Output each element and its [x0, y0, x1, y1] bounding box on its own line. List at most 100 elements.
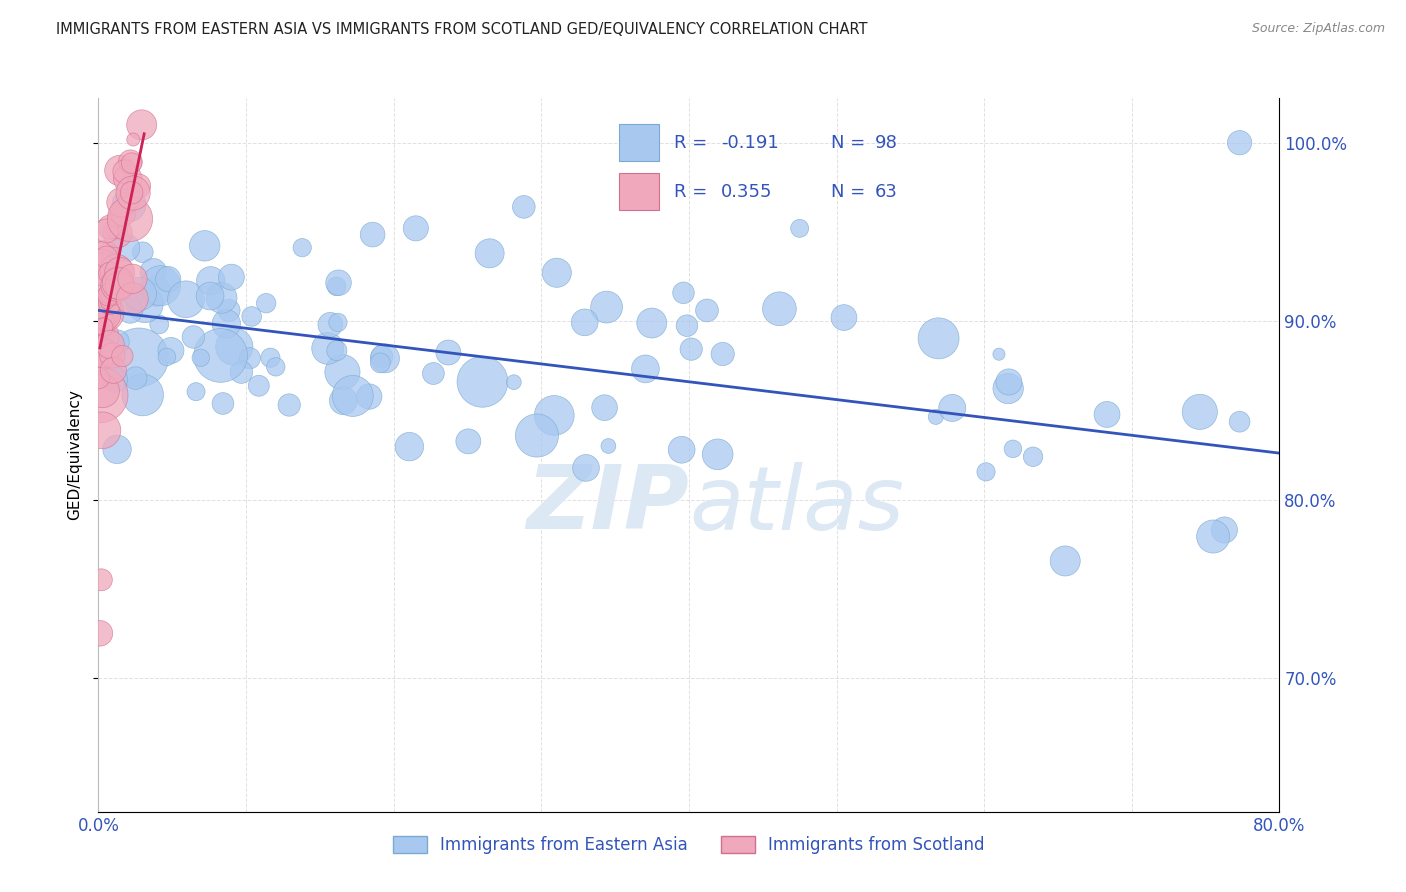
Point	[110, 195, 132, 210]
FancyBboxPatch shape	[619, 124, 659, 161]
Text: R =: R =	[673, 134, 713, 152]
Point	[471, 375, 494, 389]
Point	[1054, 554, 1077, 568]
Point	[124, 371, 146, 385]
Point	[91, 346, 114, 360]
Point	[149, 278, 172, 293]
Point	[90, 292, 112, 306]
Text: N =: N =	[831, 134, 870, 152]
Point	[108, 163, 131, 178]
Point	[108, 278, 131, 293]
Point	[91, 329, 114, 343]
Point	[160, 343, 183, 358]
Point	[105, 211, 128, 226]
Point	[696, 303, 718, 318]
Point	[974, 465, 997, 479]
Point	[768, 301, 790, 316]
Point	[98, 296, 121, 310]
Point	[374, 351, 396, 366]
Point	[174, 293, 197, 307]
Point	[325, 279, 347, 293]
Point	[575, 461, 598, 475]
Point	[328, 276, 350, 290]
Point	[291, 241, 314, 255]
Point	[90, 304, 112, 318]
Point	[457, 434, 479, 449]
FancyBboxPatch shape	[619, 173, 659, 211]
Point	[89, 279, 111, 293]
Point	[598, 439, 620, 453]
Point	[128, 286, 150, 301]
Point	[988, 347, 1011, 361]
Point	[118, 197, 141, 211]
Point	[1001, 442, 1024, 456]
Point	[157, 272, 180, 286]
Point	[997, 382, 1019, 396]
Point	[101, 349, 124, 363]
Point	[928, 331, 950, 345]
Point	[198, 289, 221, 303]
Point	[676, 318, 699, 333]
Point	[90, 573, 112, 587]
Point	[107, 224, 129, 238]
Point	[98, 337, 121, 351]
Point	[90, 256, 112, 270]
Point	[91, 323, 114, 337]
Point	[103, 289, 125, 303]
Point	[148, 318, 170, 332]
Point	[247, 378, 270, 392]
Point	[87, 371, 110, 385]
Point	[513, 200, 536, 214]
Point	[94, 308, 117, 322]
Point	[593, 401, 616, 415]
Point	[316, 342, 339, 356]
Text: Source: ZipAtlas.com: Source: ZipAtlas.com	[1251, 22, 1385, 36]
Text: ZIP: ZIP	[526, 461, 689, 549]
Point	[96, 250, 118, 264]
Point	[107, 226, 129, 240]
Point	[332, 393, 354, 408]
Point	[91, 423, 114, 437]
Point	[121, 292, 143, 306]
Point	[190, 351, 212, 365]
Point	[371, 350, 394, 364]
Point	[326, 343, 349, 358]
Point	[87, 300, 110, 314]
Point	[122, 186, 145, 200]
Point	[131, 388, 153, 402]
Point	[218, 303, 240, 318]
Point	[1229, 415, 1251, 429]
Point	[437, 345, 460, 359]
Point	[671, 442, 693, 457]
Point	[789, 221, 811, 235]
Point	[103, 363, 125, 377]
Point	[211, 291, 233, 305]
Point	[108, 265, 131, 279]
Point	[90, 260, 112, 275]
Point	[278, 398, 301, 412]
Point	[89, 299, 111, 313]
Point	[478, 246, 501, 260]
Point	[134, 297, 156, 311]
Point	[96, 295, 118, 310]
Text: atlas: atlas	[689, 462, 904, 548]
Point	[326, 315, 349, 329]
Point	[183, 330, 205, 344]
Point	[634, 362, 657, 376]
Point	[405, 221, 427, 235]
Point	[98, 285, 121, 300]
Point	[89, 626, 111, 640]
Point	[105, 277, 128, 292]
Point	[120, 303, 142, 318]
Point	[97, 288, 120, 302]
Point	[342, 389, 364, 403]
Point	[94, 246, 117, 260]
Point	[398, 440, 420, 454]
Point	[145, 285, 167, 299]
Point	[105, 442, 128, 457]
Point	[546, 266, 568, 280]
Point	[574, 315, 596, 329]
Point	[1229, 136, 1251, 150]
Point	[1202, 529, 1225, 543]
Point	[941, 401, 963, 415]
